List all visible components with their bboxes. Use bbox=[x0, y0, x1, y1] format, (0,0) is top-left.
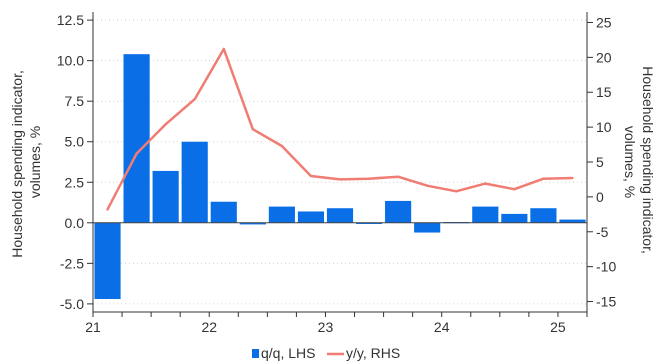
yy-point bbox=[309, 174, 313, 178]
bar bbox=[414, 222, 441, 233]
yy-point bbox=[425, 184, 429, 187]
right-tick-label: -10 bbox=[596, 259, 616, 275]
bar bbox=[94, 222, 121, 300]
yy-point bbox=[164, 123, 167, 126]
left-tick-label: 12.5 bbox=[57, 12, 84, 28]
left-tick-label: 7.5 bbox=[65, 93, 85, 109]
yy-point bbox=[542, 177, 545, 180]
legend: q/q, LHS y/y, RHS bbox=[252, 345, 400, 361]
yy-point bbox=[513, 188, 516, 191]
right-axis-title: Household spending indicator, volumes, % bbox=[622, 66, 656, 257]
bar bbox=[297, 211, 325, 223]
left-tick-label: 0.0 bbox=[65, 215, 85, 231]
left-axis-ticks: 12.5 10.0 7.5 5.0 2.5 0.0 -2.5 -5.0 bbox=[57, 12, 93, 312]
x-tick-label: 23 bbox=[318, 319, 334, 335]
x-axis-ticks: 21 22 23 24 25 bbox=[85, 312, 588, 335]
legend-label-yy: y/y, RHS bbox=[346, 345, 400, 361]
bar bbox=[268, 206, 295, 223]
left-tick-label: 5.0 bbox=[65, 134, 85, 150]
right-tick-label: 25 bbox=[596, 14, 612, 30]
right-tick-label: 5 bbox=[596, 154, 604, 170]
x-tick-label: 25 bbox=[550, 319, 566, 335]
left-tick-label: -5.0 bbox=[60, 296, 84, 312]
right-axis-ticks: 25 20 15 10 5 0 -5 -10 -15 bbox=[587, 14, 616, 310]
right-tick-label: -5 bbox=[596, 224, 609, 240]
left-tick-label: 2.5 bbox=[65, 174, 85, 190]
yy-point bbox=[222, 47, 225, 51]
bar bbox=[181, 141, 208, 223]
yy-point bbox=[193, 98, 196, 101]
yy-point bbox=[396, 175, 400, 178]
x-tick-label: 24 bbox=[434, 319, 450, 335]
x-tick-label: 21 bbox=[85, 319, 101, 335]
left-tick-label: 10.0 bbox=[57, 53, 84, 69]
bar bbox=[385, 200, 412, 223]
bar-series-qq bbox=[94, 54, 586, 300]
right-tick-label: 15 bbox=[596, 84, 612, 100]
yy-point bbox=[280, 144, 284, 148]
yy-point bbox=[367, 177, 371, 180]
yy-point bbox=[571, 176, 574, 180]
bar bbox=[239, 222, 266, 225]
yy-point bbox=[135, 152, 138, 155]
right-tick-label: 10 bbox=[596, 119, 612, 135]
bar bbox=[530, 208, 557, 223]
bar bbox=[326, 208, 354, 223]
line-series-yy bbox=[106, 47, 574, 211]
yy-point bbox=[455, 190, 458, 193]
bar bbox=[472, 206, 499, 223]
bar bbox=[123, 54, 150, 223]
bar bbox=[501, 213, 528, 223]
yy-point bbox=[251, 128, 255, 131]
axes bbox=[92, 12, 588, 313]
gridlines bbox=[93, 19, 587, 305]
x-tick-label: 22 bbox=[201, 319, 217, 335]
bar bbox=[210, 201, 237, 223]
right-tick-label: 20 bbox=[596, 49, 612, 65]
bar bbox=[152, 170, 179, 223]
right-tick-label: 0 bbox=[596, 189, 604, 205]
left-axis-title: Household spending indicator, volumes, % bbox=[9, 66, 43, 257]
yy-point bbox=[338, 178, 342, 181]
yy-point bbox=[106, 208, 109, 211]
left-tick-label: -2.5 bbox=[60, 255, 84, 271]
legend-label-qq: q/q, LHS bbox=[261, 345, 315, 361]
legend-swatch-qq bbox=[252, 349, 259, 358]
bar bbox=[355, 222, 383, 225]
right-tick-label: -15 bbox=[596, 294, 616, 310]
bar bbox=[559, 219, 586, 223]
yy-point bbox=[484, 182, 487, 185]
